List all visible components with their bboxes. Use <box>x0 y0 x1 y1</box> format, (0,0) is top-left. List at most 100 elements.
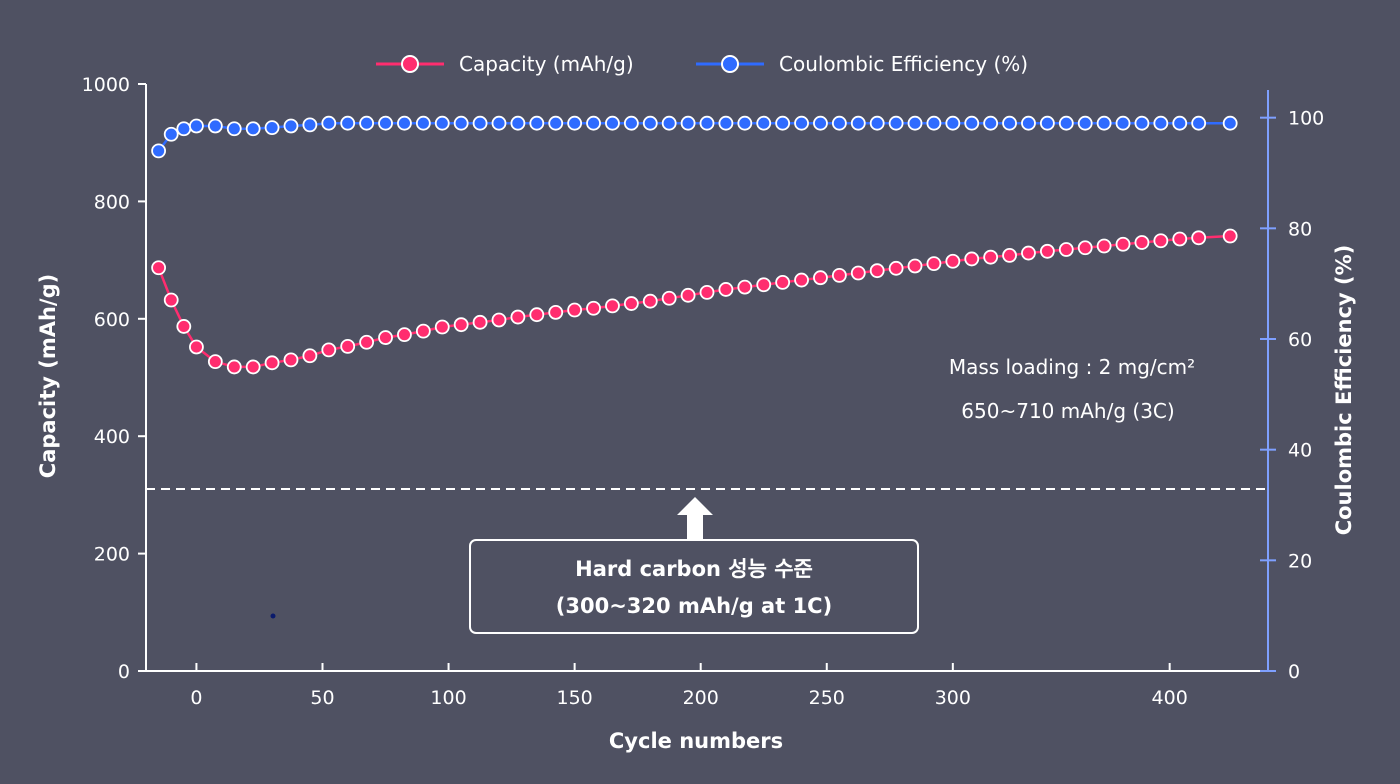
efficiency-point <box>831 115 847 131</box>
capacity-point <box>529 307 545 323</box>
capacity-point <box>680 287 696 303</box>
efficiency-point <box>378 115 393 131</box>
efficiency-point <box>176 121 192 137</box>
mass-loading-annotation: Mass loading : 2 mg/cm² <box>949 355 1195 379</box>
right-tick-label: 0 <box>1288 661 1300 683</box>
capacity-point <box>567 302 583 318</box>
efficiency-point <box>189 118 204 134</box>
efficiency-point <box>510 115 526 131</box>
x-axis-title: Cycle numbers <box>609 729 783 753</box>
capacity-point <box>1115 236 1131 252</box>
left-axis-ticks: 0 200 400 600 800 1000 <box>82 74 146 683</box>
right-tick-label: 20 <box>1288 550 1312 572</box>
capacity-point <box>699 284 715 300</box>
capacity-point <box>1021 245 1036 261</box>
efficiency-point <box>623 115 639 131</box>
right-axis-ticks: 0 20 40 60 80 100 <box>1260 108 1324 683</box>
capacity-point <box>359 334 375 350</box>
capacity-point <box>964 251 980 267</box>
efficiency-point <box>163 126 179 142</box>
capacity-point <box>321 342 337 358</box>
capacity-point <box>945 253 961 269</box>
efficiency-point <box>359 115 375 131</box>
capacity-point <box>1002 248 1017 263</box>
capacity-point <box>831 267 847 283</box>
capacity-point <box>378 330 393 345</box>
efficiency-point <box>1021 115 1036 131</box>
x-tick-label: 200 <box>683 687 719 709</box>
legend-efficiency-label: Coulombic Efficiency (%) <box>779 52 1028 76</box>
efficiency-point <box>983 115 999 131</box>
capacity-point <box>813 270 828 286</box>
legend: Capacity (mAh/g) Coulombic Efficiency (%… <box>376 52 1028 76</box>
efficiency-point <box>491 115 507 131</box>
efficiency-point <box>1222 115 1238 131</box>
legend-capacity-marker <box>401 55 419 73</box>
efficiency-point <box>1191 115 1207 131</box>
efficiency-point <box>1115 115 1131 131</box>
capacity-point <box>245 359 261 375</box>
efficiency-point <box>321 115 337 131</box>
efficiency-point <box>340 115 356 131</box>
efficiency-point <box>699 115 715 131</box>
capacity-point <box>718 282 734 297</box>
efficiency-point <box>1134 115 1150 131</box>
efficiency-point <box>869 115 885 131</box>
efficiency-point <box>926 115 942 131</box>
capacity-point <box>163 292 179 308</box>
capacity-point <box>623 296 639 311</box>
capacity-point <box>775 275 791 290</box>
left-tick-label: 200 <box>94 544 130 566</box>
capacity-point <box>151 260 167 276</box>
capacity-line <box>157 234 1231 369</box>
capacity-point <box>340 338 356 354</box>
efficiency-point <box>605 115 620 131</box>
right-tick-label: 40 <box>1288 440 1312 462</box>
capacity-point <box>548 304 564 320</box>
capacity-point <box>586 300 601 316</box>
efficiency-point <box>718 115 734 131</box>
up-arrow-icon <box>677 497 713 540</box>
capacity-point <box>510 309 526 325</box>
efficiency-point <box>415 115 431 131</box>
capacity-point <box>1191 230 1207 246</box>
efficiency-point <box>586 115 601 131</box>
y2-axis-title: Coulombic Efficiency (%) <box>1332 245 1356 536</box>
efficiency-point <box>775 115 791 131</box>
capacity-point <box>983 249 999 265</box>
capacity-point <box>1153 233 1169 249</box>
capacity-point <box>415 323 431 339</box>
efficiency-line <box>157 121 1231 152</box>
hard-carbon-box-line1: Hard carbon 성능 수준 <box>575 557 813 581</box>
capacity-range-annotation: 650~710 mAh/g (3C) <box>961 399 1174 423</box>
capacity-point <box>926 256 942 272</box>
efficiency-series <box>151 115 1238 159</box>
efficiency-point <box>207 118 223 134</box>
left-tick-label: 600 <box>94 309 130 331</box>
efficiency-point <box>434 115 450 131</box>
capacity-point <box>888 260 904 276</box>
efficiency-point <box>397 115 412 131</box>
capacity-point <box>1096 238 1112 254</box>
x-tick-label: 400 <box>1152 687 1188 709</box>
capacity-point <box>794 272 809 288</box>
efficiency-point <box>907 115 923 131</box>
efficiency-point <box>945 115 961 131</box>
efficiency-point <box>548 115 564 131</box>
efficiency-point <box>529 115 545 131</box>
capacity-point <box>226 359 242 375</box>
efficiency-point <box>813 115 828 131</box>
efficiency-point <box>283 118 299 134</box>
efficiency-point <box>756 115 772 131</box>
efficiency-point <box>302 117 318 133</box>
capacity-point <box>1172 231 1188 247</box>
capacity-point <box>283 352 299 368</box>
efficiency-point <box>1096 115 1112 131</box>
efficiency-point <box>1153 115 1169 131</box>
capacity-point <box>661 290 677 306</box>
efficiency-point <box>1058 115 1074 131</box>
efficiency-point <box>794 115 809 131</box>
x-tick-label: 150 <box>556 687 592 709</box>
efficiency-point <box>226 121 242 137</box>
capacity-point <box>397 327 412 343</box>
